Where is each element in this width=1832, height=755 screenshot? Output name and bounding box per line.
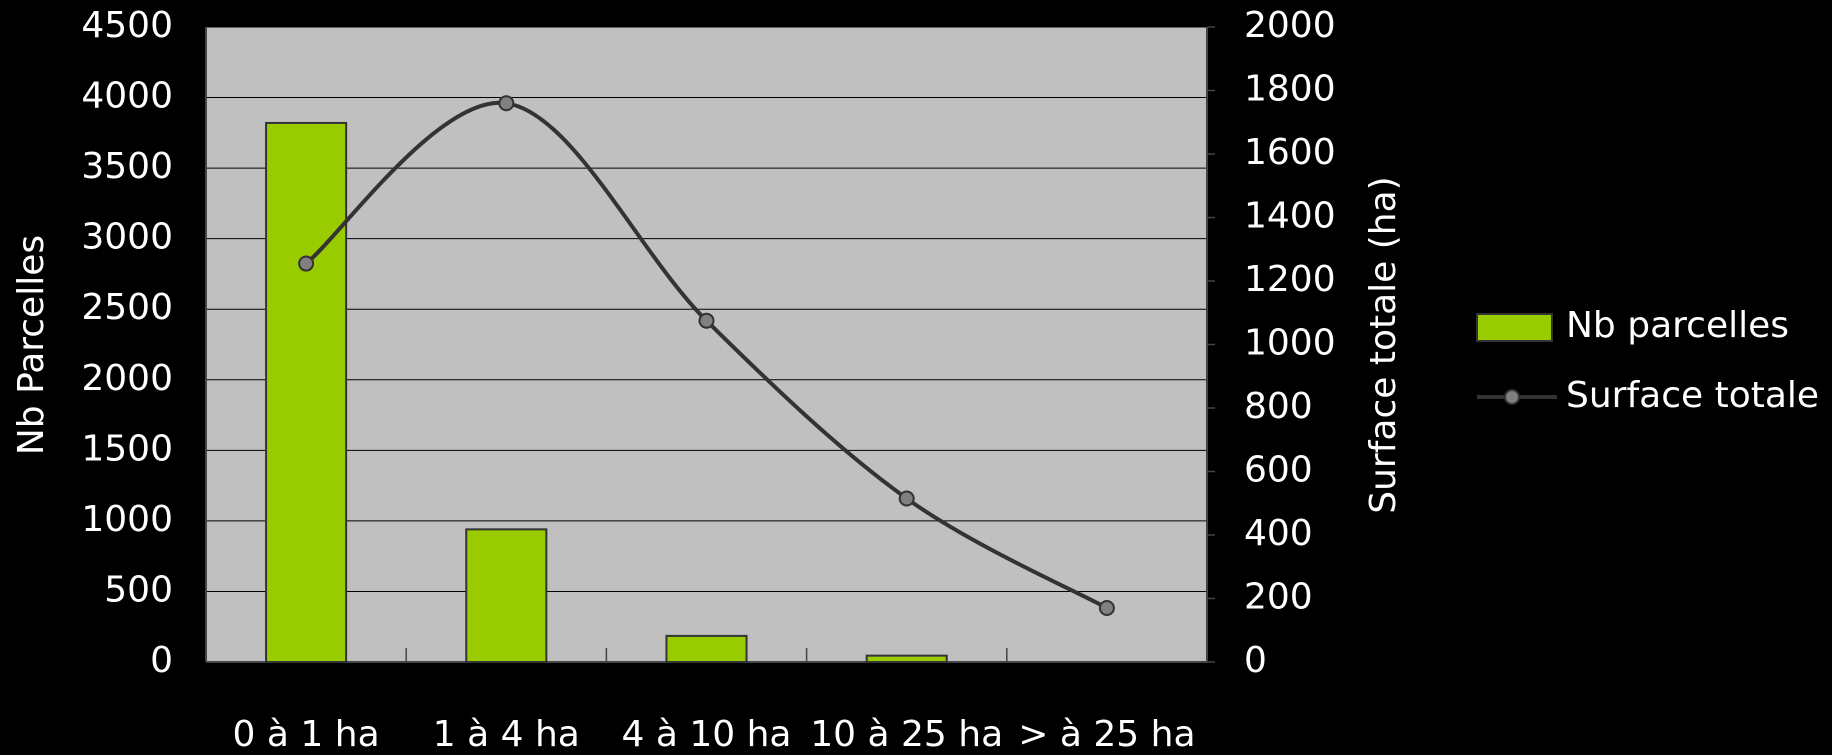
y2-tick-label: 1400 bbox=[1244, 196, 1336, 237]
y-tick-label: 1000 bbox=[81, 499, 173, 540]
legend-label: Nb parcelles bbox=[1566, 305, 1789, 346]
y-tick-label: 3000 bbox=[81, 217, 173, 258]
y-tick-label: 3500 bbox=[81, 146, 173, 187]
y-tick-label: 1500 bbox=[81, 428, 173, 469]
y2-tick-label: 2000 bbox=[1244, 5, 1336, 46]
y2-tick-label: 600 bbox=[1244, 450, 1313, 491]
y-tick-label: 2000 bbox=[81, 358, 173, 399]
bar bbox=[265, 121, 348, 663]
y2-axis-title: Surface totale (ha) bbox=[1363, 176, 1404, 513]
y2-tick-label: 800 bbox=[1244, 386, 1313, 427]
y-tick-label: 2500 bbox=[81, 287, 173, 328]
line-marker bbox=[298, 255, 315, 272]
y-tick-label: 4500 bbox=[81, 5, 173, 46]
legend-swatch bbox=[1476, 313, 1553, 342]
x-tick-label: > à 25 ha bbox=[1018, 714, 1195, 755]
x-tick-label: 0 à 1 ha bbox=[233, 714, 380, 755]
y2-tick-label: 1600 bbox=[1244, 132, 1336, 173]
legend-label: Surface totale bbox=[1566, 375, 1819, 416]
x-tick-label: 1 à 4 ha bbox=[433, 714, 580, 755]
line-marker bbox=[1098, 600, 1115, 617]
x-tick-label: 4 à 10 ha bbox=[622, 714, 792, 755]
line-marker bbox=[698, 312, 715, 329]
bar bbox=[465, 528, 548, 663]
y2-tick-label: 0 bbox=[1244, 640, 1267, 681]
line-marker bbox=[498, 95, 515, 112]
y-axis-title: Nb Parcelles bbox=[11, 235, 52, 455]
plot-area bbox=[206, 27, 1207, 662]
y2-tick-label: 400 bbox=[1244, 513, 1313, 554]
bar bbox=[665, 634, 748, 664]
y-tick-label: 4000 bbox=[81, 76, 173, 117]
y2-tick-label: 1000 bbox=[1244, 323, 1336, 364]
bar bbox=[865, 654, 948, 664]
x-tick-label: 10 à 25 ha bbox=[810, 714, 1003, 755]
line-marker bbox=[898, 490, 915, 507]
y2-tick-label: 200 bbox=[1244, 577, 1313, 618]
y-tick-label: 0 bbox=[150, 640, 173, 681]
y2-tick-label: 1800 bbox=[1244, 69, 1336, 110]
y-tick-label: 500 bbox=[104, 569, 173, 610]
y2-tick-label: 1200 bbox=[1244, 259, 1336, 300]
legend-swatch bbox=[1504, 389, 1520, 405]
